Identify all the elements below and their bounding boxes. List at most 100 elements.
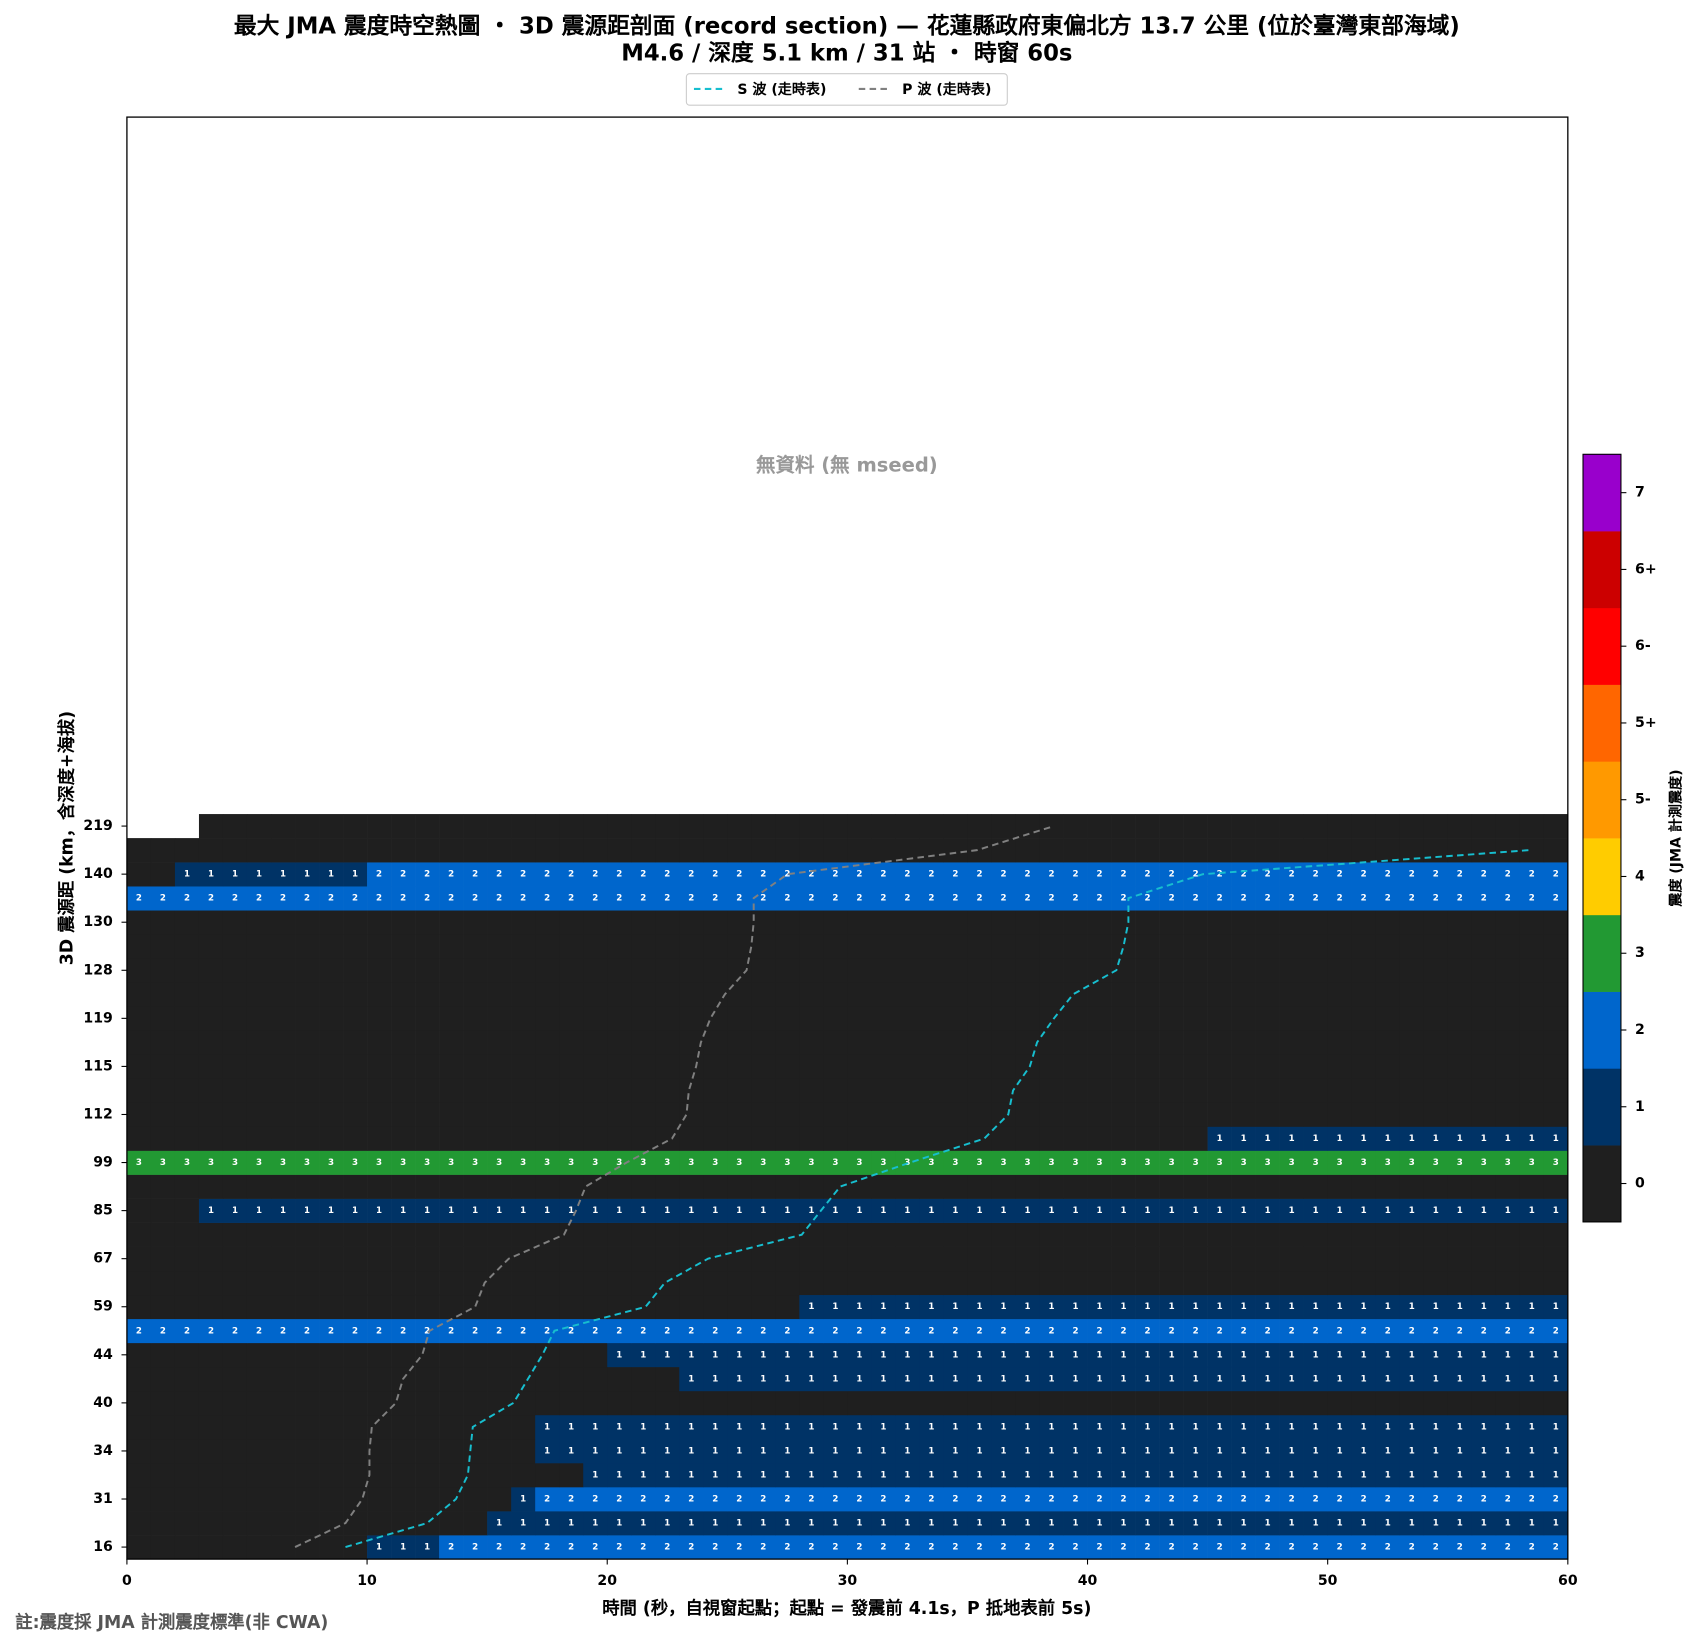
heat-cell xyxy=(343,1246,368,1272)
heat-cell xyxy=(1447,1511,1473,1536)
heat-cell xyxy=(343,1511,368,1536)
cell-label: 1 xyxy=(712,1350,718,1360)
heat-cell xyxy=(511,1030,536,1055)
heat-cell xyxy=(367,862,392,887)
heat-cell xyxy=(1159,814,1184,839)
cell-label: 1 xyxy=(1000,1206,1006,1216)
cell-label: 1 xyxy=(544,1519,550,1529)
heat-cell xyxy=(583,1006,608,1031)
heat-cell xyxy=(799,1246,824,1272)
colorbar-tick-label: 3 xyxy=(1635,945,1645,961)
cell-label: 2 xyxy=(496,870,502,880)
heat-cell xyxy=(1471,1511,1497,1536)
heat-cell xyxy=(1423,1390,1449,1416)
heat-cell xyxy=(1087,1102,1112,1127)
cell-label: 1 xyxy=(1073,1302,1079,1312)
cell-label: 2 xyxy=(520,1543,526,1553)
heat-cell xyxy=(1375,862,1401,887)
heat-cell xyxy=(1519,1486,1545,1512)
cell-label: 1 xyxy=(856,1374,862,1384)
cell-label: 1 xyxy=(1024,1302,1030,1312)
heat-cell xyxy=(367,1270,392,1296)
heat-cell xyxy=(871,1390,896,1416)
cell-label: 1 xyxy=(760,1519,766,1529)
heat-cell xyxy=(1279,1535,1304,1560)
heat-cell xyxy=(1351,982,1377,1007)
heat-cell xyxy=(1351,1414,1377,1440)
heat-cell xyxy=(271,1054,296,1079)
cell-label: 1 xyxy=(1073,1206,1079,1216)
heat-cell xyxy=(1447,1438,1473,1464)
chart-title: 最大 JMA 震度時空熱圖 ・ 3D 震源距剖面 (record section… xyxy=(234,13,1460,40)
heat-cell xyxy=(1351,1270,1377,1296)
heat-cell xyxy=(1231,838,1256,863)
heat-cell xyxy=(439,958,464,983)
heat-cell xyxy=(1063,1246,1088,1272)
cell-label: 1 xyxy=(1000,1374,1006,1384)
heat-cell xyxy=(487,1222,512,1247)
heat-cell xyxy=(1255,1078,1280,1103)
heat-cell xyxy=(655,1246,680,1272)
heat-cell xyxy=(367,1174,392,1199)
heat-cell xyxy=(1231,1294,1256,1320)
cell-label: 1 xyxy=(1169,1446,1175,1456)
heat-cell xyxy=(1159,1390,1184,1416)
heat-cell xyxy=(775,958,800,983)
heat-cell xyxy=(1039,1462,1064,1488)
heat-cell xyxy=(1255,886,1280,911)
heat-cell xyxy=(823,1102,848,1127)
heat-cell xyxy=(679,1222,704,1247)
heat-cell xyxy=(391,1438,416,1464)
heat-cell xyxy=(271,982,296,1007)
heat-cell xyxy=(511,1174,536,1199)
cell-label: 3 xyxy=(376,1158,382,1168)
cell-label: 2 xyxy=(664,894,670,904)
cell-label: 2 xyxy=(1337,870,1343,880)
heat-cell xyxy=(1207,1366,1232,1392)
heat-cell xyxy=(1495,1462,1521,1488)
cell-label: 2 xyxy=(904,1543,910,1553)
cell-label: 2 xyxy=(1409,1495,1415,1505)
heat-cell xyxy=(1015,982,1040,1007)
cell-label: 3 xyxy=(712,1158,718,1168)
heat-cell xyxy=(439,1366,464,1392)
heat-cell xyxy=(847,1198,872,1223)
heat-cell xyxy=(1087,1270,1112,1296)
heat-cell xyxy=(1063,958,1088,983)
heat-cell xyxy=(1159,982,1184,1007)
cell-label: 2 xyxy=(1000,1543,1006,1553)
heat-cell xyxy=(1135,1486,1160,1512)
heat-cell xyxy=(343,958,368,983)
cell-label: 1 xyxy=(1289,1422,1295,1432)
cell-label: 2 xyxy=(1193,894,1199,904)
heat-cell xyxy=(1159,1246,1184,1272)
heat-cell xyxy=(967,1222,992,1247)
heat-cell xyxy=(319,1342,344,1368)
heat-cell xyxy=(1039,1270,1064,1296)
cell-label: 3 xyxy=(1145,1158,1151,1168)
heat-cell xyxy=(126,1342,152,1368)
heat-cell xyxy=(319,982,344,1007)
cell-label: 2 xyxy=(1241,1543,1247,1553)
heat-cell xyxy=(1183,1511,1208,1536)
cell-label: 2 xyxy=(1481,894,1487,904)
heat-cell xyxy=(271,1174,296,1199)
heat-cell xyxy=(1183,982,1208,1007)
heat-cell xyxy=(871,1102,896,1127)
heat-cell xyxy=(1135,1222,1160,1247)
cell-label: 1 xyxy=(376,1206,382,1216)
heat-cell xyxy=(991,1486,1016,1512)
cell-label: 2 xyxy=(1073,894,1079,904)
heat-cell xyxy=(1255,1126,1280,1151)
heat-cell xyxy=(847,1294,872,1320)
cell-label: 1 xyxy=(760,1422,766,1432)
heat-cell xyxy=(1327,1150,1353,1175)
cell-label: 1 xyxy=(1505,1519,1511,1529)
cell-label: 2 xyxy=(1265,1543,1271,1553)
colorbar-tick-label: 5+ xyxy=(1635,715,1657,731)
cell-label: 1 xyxy=(1000,1302,1006,1312)
heat-cell xyxy=(559,1246,584,1272)
heat-cell xyxy=(1495,1342,1521,1368)
cell-label: 1 xyxy=(1169,1302,1175,1312)
cell-label: 2 xyxy=(1481,1326,1487,1336)
